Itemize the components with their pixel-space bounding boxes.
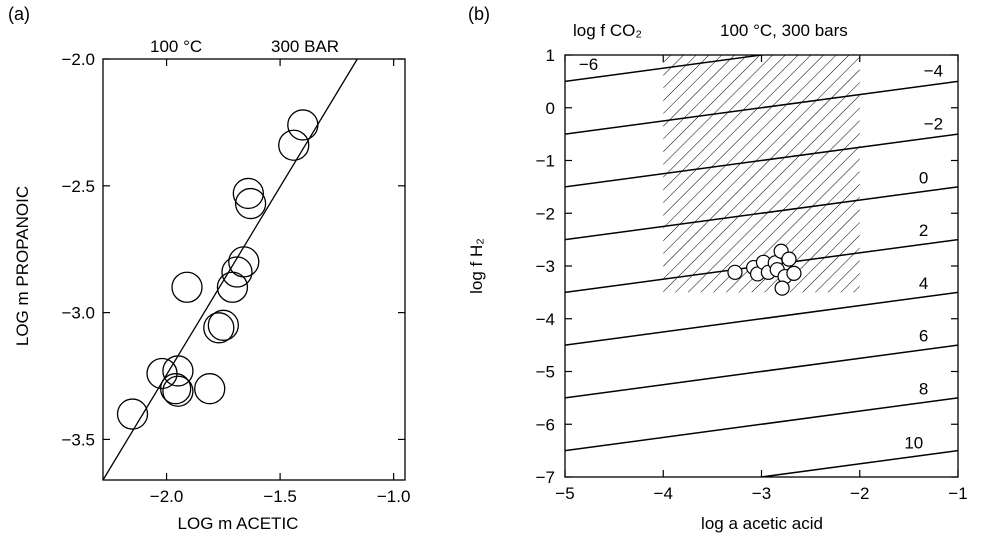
panel-b-y-tick-label: −2 [536,204,555,223]
panel-a-y-tick-label: −3.0 [61,304,95,323]
panel-a-x-axis-label: LOG m ACETIC [178,514,299,533]
panel-b-x-tick-label: −3 [752,484,771,503]
panel-b-data-point [781,251,797,267]
panel-a-x-tick-label: −2.0 [150,487,184,506]
panel-b-conditions-title: 100 °C, 300 bars [720,21,848,40]
panel-a-plot: −2.0 −1.5 −1.0 −2.0 −2.5 −3.0 −3.5 [61,50,410,506]
panel-a-frame [102,58,406,481]
panel-a-data-point [287,109,319,141]
panel-b-co2-title: log f CO₂ [573,21,642,40]
panel-b-isopleth-label: 0 [919,168,928,187]
panel-b-data-point [727,264,743,280]
panel-b-y-tick-label: −4 [536,310,555,329]
panel-b-hatched-region [663,55,860,293]
panel-b-y-tick-label: 1 [546,46,555,65]
panel-b-isopleth-line [565,291,958,346]
panel-a-data-point [228,246,260,278]
panel-a-data-point [207,309,239,341]
panel-a-x-tick-label: −1.5 [263,487,297,506]
panel-b-isopleth-label: 10 [904,434,923,453]
panel-b-isopleth-line [565,344,958,399]
panel-b-y-tick-label: −7 [536,468,555,487]
panel-b-isopleth-label: 6 [919,327,928,346]
panel-b-x-tick-label: −4 [654,484,673,503]
panel-b-y-tick-label: 0 [546,99,555,118]
panel-a-y-tick-label: −2.5 [61,177,95,196]
panel-a-data-point [171,271,203,303]
panel-a-data-point [194,373,226,405]
panel-a-data-point [116,398,149,430]
panel-b-isopleth-label: 2 [919,221,928,240]
panel-b-label: (b) [468,4,490,24]
panel-b-isopleth-label: 8 [919,379,928,398]
panel-a-data-point [162,355,194,387]
panel-a-y-tick-label: −3.5 [61,430,95,449]
panel-b-isopleth-label: −4 [924,62,943,81]
panel-b-y-tick-label: −6 [536,415,555,434]
panel-a-temp-annotation: 100 °C [150,37,202,56]
panel-b-isopleth-label: 4 [919,274,928,293]
panel-b-isopleth-line [565,133,958,188]
panel-a-data-point [203,312,235,344]
panel-a-data-point [160,373,192,405]
panel-a-label: (a) [8,4,30,24]
panel-b-x-tick-label: −5 [555,484,574,503]
panel-a-data-point [162,375,194,407]
panel-b-isopleth-label: −6 [579,55,598,74]
panel-b-isopleth-line [565,80,958,135]
panel-a-y-tick-label: −2.0 [61,50,95,69]
panel-a-data-point [221,256,253,288]
panel-a-data-point [232,177,264,210]
panel-b-x-tick-label: −1 [948,484,967,503]
panel-b-isopleth-label: −2 [924,114,943,133]
panel-b-plot-area [565,55,958,477]
panel-a-pressure-annotation: 300 BAR [271,37,339,56]
panel-b-x-tick-label: −2 [850,484,869,503]
panel-b-y-tick-label: −3 [536,257,555,276]
panel-b-isopleth-line [565,186,958,241]
panel-b-y-axis-label: log f H₂ [467,238,486,294]
panel-a-x-tick-label: −1.0 [377,487,411,506]
panel-b-y-tick-label: −1 [536,152,555,171]
panel-b-x-axis-label: log a acetic acid [701,514,823,533]
panel-b-data-point [786,265,802,281]
panel-b-data-point [774,280,790,296]
panel-a-y-axis-label: LOG m PROPANOIC [13,186,32,346]
panel-b-isopleth-line [755,449,958,477]
panel-a-data-point [234,187,267,220]
panel-b-isopleth-line [565,55,768,83]
panel-a-data-point [278,129,310,161]
panel-b-isopleth-line [565,397,958,452]
panel-b-y-tick-label: −5 [536,363,555,382]
